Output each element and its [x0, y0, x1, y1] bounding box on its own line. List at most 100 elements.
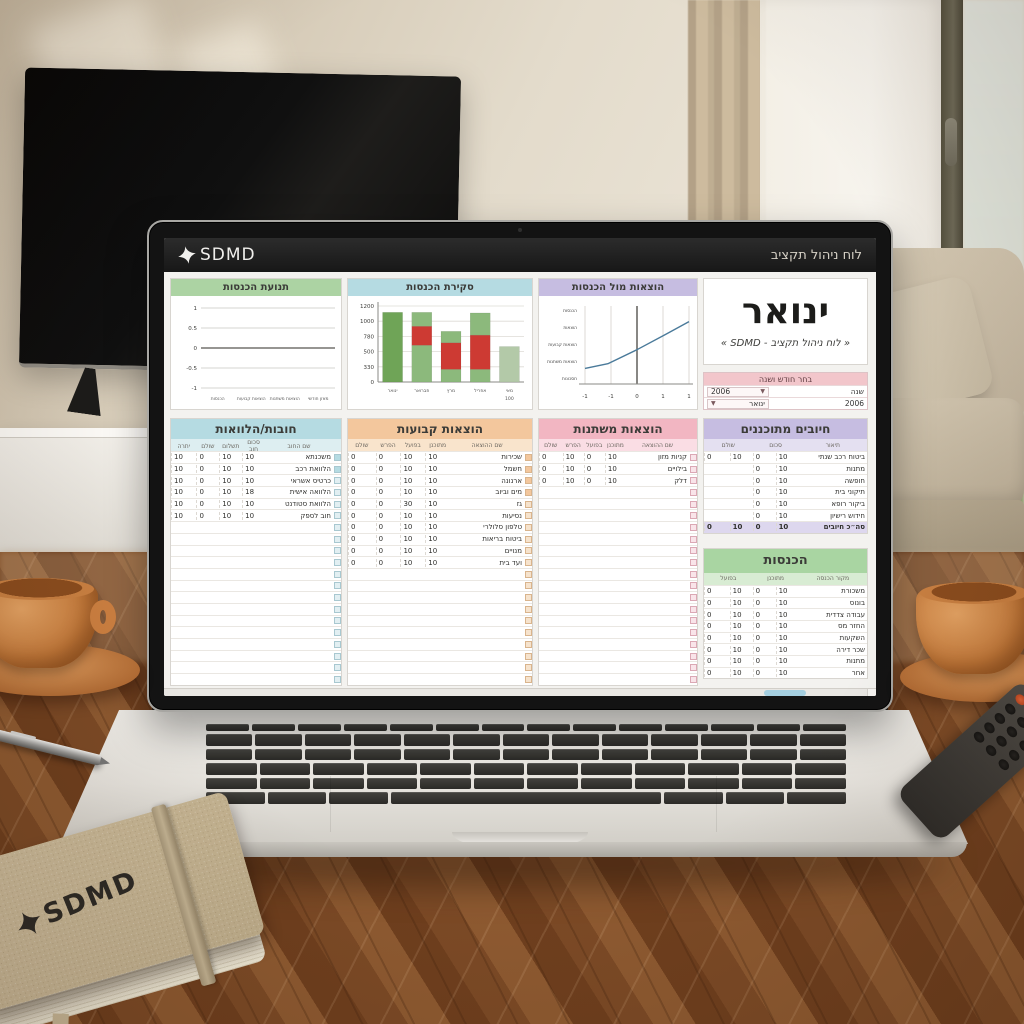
table-row[interactable]: בילויים 10 0 10 0 — [539, 462, 697, 475]
checkbox[interactable] — [524, 500, 532, 508]
checkbox[interactable] — [333, 582, 341, 590]
table-row[interactable]: עבודה צדדית 10 0 10 0 — [704, 608, 867, 620]
checkbox[interactable] — [689, 617, 697, 625]
checkbox[interactable] — [333, 605, 341, 613]
table-row[interactable]: חופשה 10 0 — [704, 474, 867, 486]
checkbox[interactable] — [689, 629, 697, 637]
table-row[interactable] — [348, 591, 532, 603]
checkbox[interactable] — [524, 465, 532, 473]
checkbox[interactable] — [524, 652, 532, 660]
table-row[interactable] — [539, 591, 697, 603]
table-row[interactable] — [348, 638, 532, 650]
table-row[interactable] — [539, 544, 697, 557]
checkbox[interactable] — [689, 582, 697, 590]
table-row[interactable]: סה״כ חיובים 10 0 10 0 — [704, 521, 867, 533]
table-row[interactable] — [539, 638, 697, 650]
table-row[interactable]: תיקוני בית 10 0 — [704, 486, 867, 498]
table-row[interactable] — [539, 614, 697, 627]
checkbox[interactable] — [333, 465, 341, 473]
table-row[interactable] — [348, 614, 532, 627]
table-row[interactable] — [539, 626, 697, 638]
table-row[interactable] — [171, 626, 341, 638]
checkbox[interactable] — [333, 488, 341, 496]
table-row[interactable]: השקעות 10 0 10 0 — [704, 631, 867, 644]
table-row[interactable] — [171, 661, 341, 673]
checkbox[interactable] — [524, 664, 532, 672]
checkbox[interactable] — [333, 617, 341, 625]
checkbox[interactable] — [524, 675, 532, 683]
table-row[interactable]: ועד בית 10 10 0 0 — [348, 556, 532, 568]
checkbox[interactable] — [524, 629, 532, 637]
scrollbar-thumb[interactable] — [764, 690, 806, 696]
table-row[interactable]: ביקור רופא 10 0 — [704, 497, 867, 510]
checkbox[interactable] — [333, 640, 341, 648]
table-row[interactable] — [171, 556, 341, 568]
checkbox[interactable] — [689, 594, 697, 602]
checkbox[interactable] — [524, 535, 532, 543]
table-row[interactable]: חידוש רישיון 10 0 — [704, 509, 867, 521]
table-row[interactable] — [539, 649, 697, 662]
table-row[interactable]: ארנונה 10 10 0 0 — [348, 474, 532, 486]
table-row[interactable] — [539, 567, 697, 580]
table-row[interactable]: שכירות 10 10 0 0 — [348, 451, 532, 463]
table-row[interactable] — [539, 673, 697, 685]
checkbox[interactable] — [333, 664, 341, 672]
checkbox[interactable] — [333, 559, 341, 567]
table-row[interactable] — [348, 567, 532, 580]
table-row[interactable]: מנויים 10 10 0 0 — [348, 544, 532, 557]
checkbox[interactable] — [333, 547, 341, 555]
table-row[interactable]: מים וביוב 10 10 0 0 — [348, 486, 532, 498]
checkbox[interactable] — [524, 512, 532, 520]
table-row[interactable] — [171, 544, 341, 557]
checkbox[interactable] — [524, 523, 532, 531]
table-row[interactable] — [171, 649, 341, 662]
table-row[interactable] — [539, 661, 697, 673]
checkbox[interactable] — [689, 640, 697, 648]
checkbox[interactable] — [689, 675, 697, 683]
table-row[interactable] — [348, 649, 532, 662]
table-row[interactable] — [171, 602, 341, 615]
table-row[interactable] — [348, 602, 532, 615]
table-row[interactable] — [171, 673, 341, 685]
table-row[interactable]: מתנות 10 0 — [704, 462, 867, 475]
table-row[interactable] — [171, 638, 341, 650]
table-row[interactable]: החזר מס 10 0 10 0 — [704, 619, 867, 632]
checkbox[interactable] — [333, 652, 341, 660]
checkbox[interactable] — [689, 453, 697, 461]
checkbox[interactable] — [333, 500, 341, 508]
checkbox[interactable] — [524, 594, 532, 602]
checkbox[interactable] — [524, 488, 532, 496]
table-row[interactable]: כרטיס אשראי 10 10 0 10 — [171, 474, 341, 486]
checkbox[interactable] — [524, 640, 532, 648]
checkbox[interactable] — [689, 605, 697, 613]
table-row[interactable]: חשמל 10 10 0 0 — [348, 462, 532, 475]
checkbox[interactable] — [689, 664, 697, 672]
table-row[interactable]: משכורת 10 0 10 0 — [704, 584, 867, 597]
table-row[interactable] — [348, 661, 532, 673]
table-row[interactable]: הלוואת סטודנט 10 10 0 10 — [171, 497, 341, 510]
checkbox[interactable] — [333, 477, 341, 485]
table-row[interactable] — [539, 556, 697, 568]
checkbox[interactable] — [689, 570, 697, 578]
table-row[interactable]: הלוואת רכב 10 10 0 10 — [171, 462, 341, 475]
table-row[interactable]: טלפון סלולרי 10 10 0 0 — [348, 521, 532, 533]
checkbox[interactable] — [689, 547, 697, 555]
checkbox[interactable] — [333, 629, 341, 637]
table-row[interactable]: ביטוח בריאות 10 10 0 0 — [348, 532, 532, 545]
checkbox[interactable] — [524, 582, 532, 590]
month-dropdown[interactable]: ▼ ינואר — [707, 398, 769, 409]
checkbox[interactable] — [689, 465, 697, 473]
checkbox[interactable] — [689, 488, 697, 496]
horizontal-scrollbar[interactable] — [164, 688, 876, 696]
checkbox[interactable] — [689, 477, 697, 485]
table-row[interactable] — [539, 497, 697, 510]
table-row[interactable] — [539, 579, 697, 592]
checkbox[interactable] — [524, 605, 532, 613]
table-row[interactable] — [171, 567, 341, 580]
checkbox[interactable] — [524, 617, 532, 625]
checkbox[interactable] — [524, 559, 532, 567]
checkbox[interactable] — [689, 512, 697, 520]
table-row[interactable]: קניות מזון 10 0 10 0 — [539, 451, 697, 463]
checkbox[interactable] — [689, 523, 697, 531]
table-row[interactable]: ביטוח רכב שנתי 10 0 10 0 — [704, 451, 867, 463]
